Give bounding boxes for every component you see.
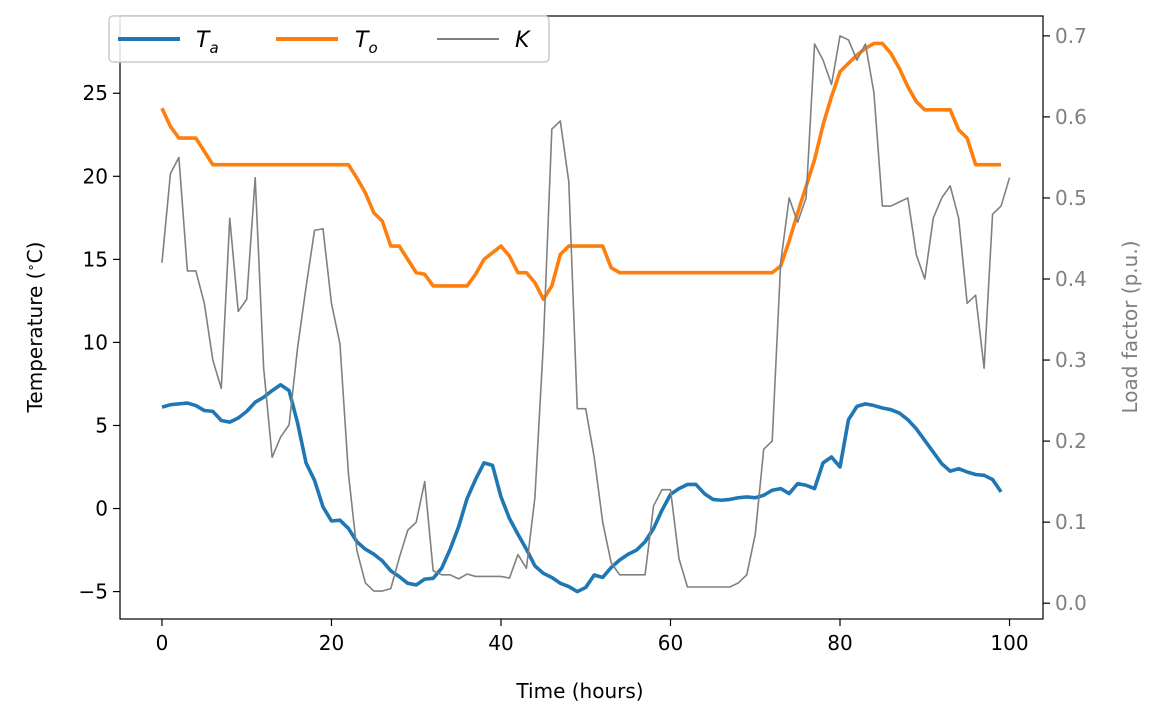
- y-tick-label: 5: [95, 413, 108, 437]
- y-tick-label: 20: [83, 164, 108, 188]
- y-tick-label: 15: [83, 247, 108, 271]
- x-tick-label: 0: [156, 631, 169, 655]
- x-tick-label: 40: [488, 631, 513, 655]
- y-tick-label: −5: [79, 580, 108, 604]
- x-tick-label: 80: [827, 631, 852, 655]
- y-axis-title-main: Temperature (: [23, 272, 47, 414]
- legend-label-to: To: [355, 28, 378, 57]
- series-line-ta: [161, 382, 1003, 594]
- x-tick-label: 100: [990, 631, 1028, 655]
- y-axis-title-degree: ∘: [24, 263, 39, 271]
- x-axis-ticks: 0 20 40 60 80 100: [156, 619, 1029, 655]
- y2-tick-label: 0.3: [1055, 348, 1087, 372]
- plot-area-border: [119, 15, 1044, 620]
- y-axis-title: Temperature (∘C): [23, 242, 47, 414]
- x-axis-title: Time (hours): [515, 679, 643, 703]
- y2-tick-label: 0.2: [1055, 429, 1087, 453]
- plot-lines: [160, 35, 1011, 594]
- axes-frame: [119, 15, 1044, 620]
- y-axis-ticks: −5 0 5 10 15 20 25: [79, 81, 120, 604]
- y2-tick-label: 0.7: [1055, 24, 1087, 48]
- y2-tick-label: 0.1: [1055, 510, 1087, 534]
- series-line-k: [161, 35, 1011, 592]
- y-tick-label: 0: [95, 497, 108, 521]
- y2-tick-label: 0.6: [1055, 105, 1087, 129]
- y-axis-title-unit: C): [23, 242, 47, 264]
- y2-tick-label: 0.4: [1055, 267, 1087, 291]
- y2-tick-label: 0.5: [1055, 186, 1087, 210]
- y2-tick-label: 0.0: [1055, 591, 1087, 615]
- y-tick-label: 25: [83, 81, 108, 105]
- y-tick-label: 10: [83, 330, 108, 354]
- x-tick-label: 20: [319, 631, 344, 655]
- y2-axis-ticks: 0.0 0.1 0.2 0.3 0.4 0.5 0.6 0.7: [1043, 24, 1087, 615]
- legend: Ta To K: [108, 15, 550, 63]
- x-tick-label: 60: [658, 631, 683, 655]
- y2-axis-title: Load factor (p.u.): [1118, 241, 1142, 414]
- legend-label-k: K: [515, 28, 531, 53]
- legend-label-ta: Ta: [196, 28, 219, 57]
